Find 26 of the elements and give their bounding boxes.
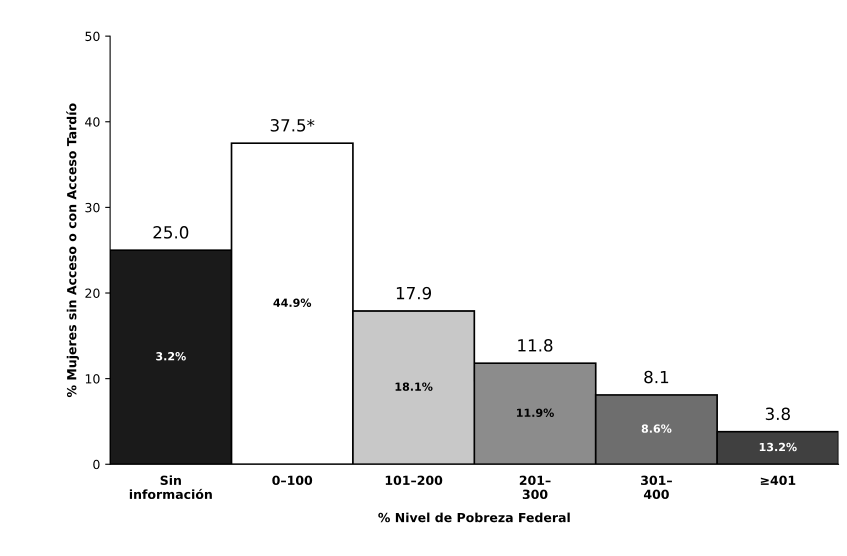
- annotation: 11.9%: [517, 408, 554, 417]
- y-axis-title: % Mujeres sin Acceso o con Acceso Tardío: [66, 103, 79, 398]
- annotation: 18.1%: [396, 382, 433, 391]
- data-label: 11.8: [518, 339, 552, 352]
- x-axis-title: % Nivel de Pobreza Federal: [378, 512, 570, 522]
- x-tick-label: Sin información: [130, 475, 212, 500]
- data-label: 25.0: [153, 226, 188, 239]
- y-tick-label: 10: [86, 374, 100, 384]
- annotation: 3.2%: [156, 352, 186, 360]
- data-label: 37.5*: [270, 119, 314, 132]
- data-label: 17.9: [396, 286, 431, 300]
- x-tick-label: 301– 400: [641, 476, 672, 500]
- annotation: 44.9%: [273, 298, 312, 307]
- y-tick-label: 20: [85, 288, 100, 298]
- x-tick-label: 201– 300: [520, 476, 551, 500]
- data-label: 8.1: [644, 370, 668, 384]
- y-tick-label: 30: [85, 202, 100, 212]
- y-tick-label: 50: [85, 32, 100, 42]
- annotation: 8.6%: [642, 424, 672, 433]
- x-tick-label: ≥401: [760, 476, 796, 486]
- data-label: 3.8: [766, 408, 790, 420]
- annotation: 13.2%: [760, 442, 797, 452]
- y-tick-label: 40: [85, 117, 100, 127]
- x-tick-label: 0–100: [272, 476, 312, 486]
- y-tick-label: 0: [93, 460, 100, 470]
- x-tick-label: 101–200: [386, 476, 442, 486]
